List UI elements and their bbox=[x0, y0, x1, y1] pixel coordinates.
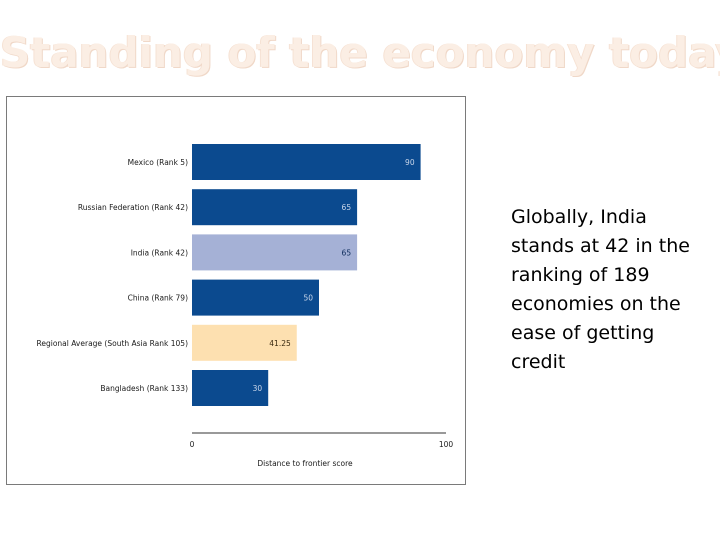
value-label-1: 65 bbox=[342, 203, 352, 212]
category-label-4: Regional Average (South Asia Rank 105) bbox=[37, 339, 189, 348]
bar-2 bbox=[192, 234, 358, 271]
bar-chart: Mexico (Rank 5) 90 Russian Federation (Ran… bbox=[37, 144, 454, 468]
value-label-4: 41.25 bbox=[269, 339, 291, 348]
category-label-3: China (Rank 79) bbox=[128, 294, 188, 303]
bar-4 bbox=[192, 324, 297, 361]
value-label-3: 50 bbox=[303, 294, 313, 303]
bar-5 bbox=[192, 370, 269, 406]
category-label-2: India (Rank 42) bbox=[131, 248, 188, 257]
bar-1 bbox=[192, 189, 358, 226]
chart-frame: Mexico (Rank 5) 90 Russian Federation (Ran… bbox=[6, 96, 466, 485]
category-label-5: Bangladesh (Rank 133) bbox=[100, 384, 188, 393]
slide-title: Standing of the economy today bbox=[0, 28, 720, 77]
bar-3 bbox=[192, 279, 319, 316]
value-label-5: 30 bbox=[253, 384, 263, 393]
x-axis-label: Distance to frontier score bbox=[257, 459, 353, 468]
category-label-1: Russian Federation (Rank 42) bbox=[78, 203, 188, 212]
bar-0 bbox=[192, 144, 421, 180]
side-text: Globally, India stands at 42 in the rank… bbox=[511, 206, 690, 373]
x-tick-label-0: 0 bbox=[190, 440, 195, 449]
x-tick-label-1: 100 bbox=[439, 440, 454, 449]
value-label-0: 90 bbox=[405, 158, 415, 167]
value-label-2: 65 bbox=[342, 248, 352, 257]
category-label-0: Mexico (Rank 5) bbox=[128, 158, 188, 167]
